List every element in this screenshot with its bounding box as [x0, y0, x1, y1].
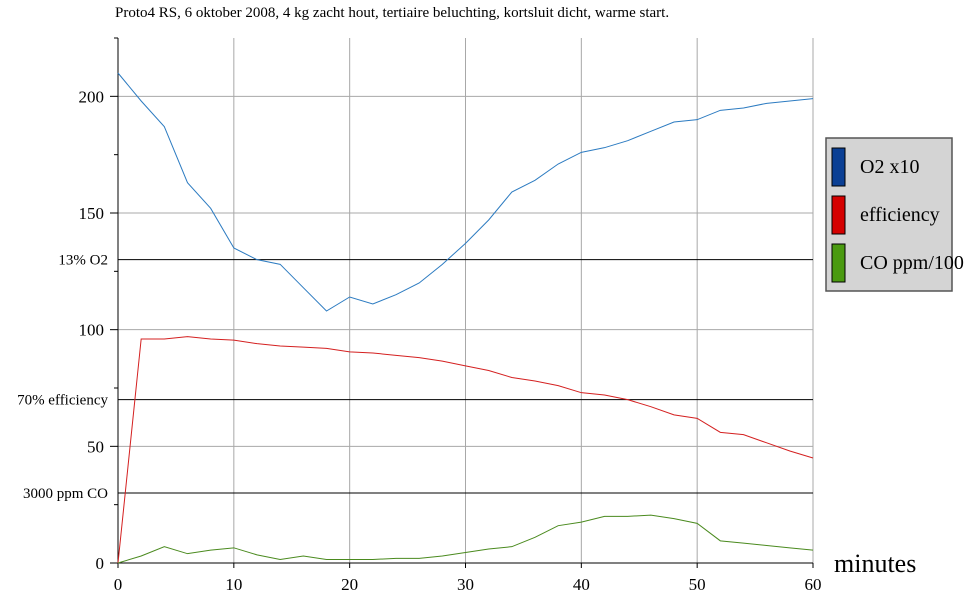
- x-axis-label: minutes: [834, 549, 916, 578]
- legend-swatch: [831, 195, 846, 235]
- reference-line-label: 3000 ppm CO: [23, 486, 108, 502]
- series-line: [117, 72, 814, 312]
- y-tick-label: 200: [79, 87, 105, 106]
- chart-title: Proto4 RS, 6 oktober 2008, 4 kg zacht ho…: [115, 5, 669, 21]
- axes: [110, 37, 814, 568]
- grid: [118, 38, 814, 563]
- x-tick-label: 10: [225, 575, 242, 594]
- y-tick-label: 150: [79, 204, 105, 223]
- legend-entry: efficiency: [860, 204, 940, 226]
- legend-swatch: [831, 147, 846, 187]
- reference-lines: 13% O2 70% efficiency 3000 ppm CO: [17, 253, 813, 502]
- series-line: [117, 336, 814, 564]
- y-tick-label: 100: [79, 321, 105, 340]
- x-tick-label: 0: [114, 575, 123, 594]
- legend-entry: CO ppm/100: [860, 252, 964, 274]
- x-tick-label: 40: [573, 575, 590, 594]
- legend-box: [825, 137, 953, 292]
- y-tick-label: 50: [87, 437, 104, 456]
- y-tick-label: 0: [96, 554, 105, 573]
- legend-swatch: [831, 243, 846, 283]
- reference-line-label: 13% O2: [58, 253, 108, 269]
- x-tick-label: 60: [805, 575, 822, 594]
- legend-entry: O2 x10: [860, 156, 919, 178]
- series-line: [117, 514, 814, 564]
- x-tick-label: 50: [689, 575, 706, 594]
- x-tick-label: 30: [457, 575, 474, 594]
- x-tick-label: 20: [341, 575, 358, 594]
- tick-labels: 0 10 20 30 40 50 60 0 50 100 150 200: [79, 87, 822, 594]
- series-lines: [117, 72, 814, 564]
- reference-line-label: 70% efficiency: [17, 393, 108, 409]
- legend: O2 x10 efficiency CO ppm/100: [825, 137, 964, 292]
